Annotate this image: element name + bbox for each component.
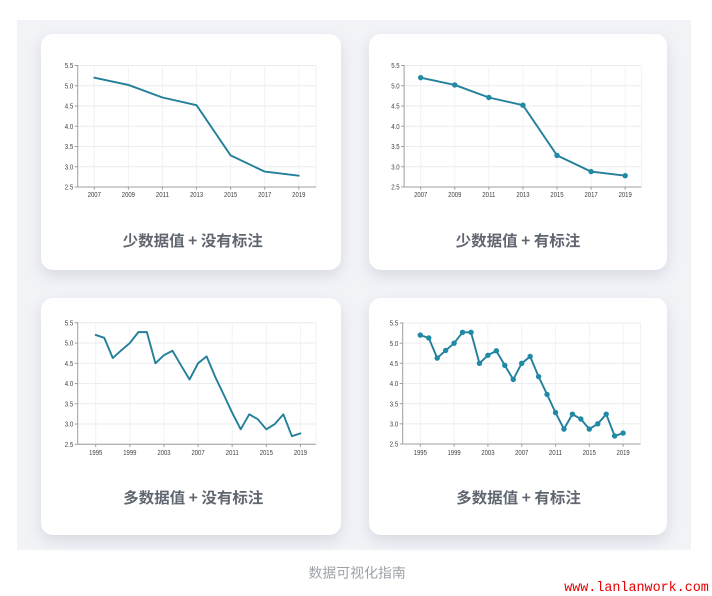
svg-text:4.5: 4.5 [65, 359, 73, 368]
svg-text:5.5: 5.5 [65, 61, 73, 70]
svg-text:3.5: 3.5 [65, 142, 73, 151]
svg-text:5.5: 5.5 [65, 318, 73, 327]
svg-text:5.5: 5.5 [391, 61, 399, 70]
svg-text:1995: 1995 [414, 448, 427, 457]
svg-text:2011: 2011 [482, 190, 495, 199]
svg-text:2015: 2015 [550, 190, 563, 199]
svg-text:5.0: 5.0 [65, 339, 73, 348]
svg-text:4.5: 4.5 [390, 359, 398, 368]
svg-text:3.5: 3.5 [390, 399, 398, 408]
svg-text:2.5: 2.5 [65, 183, 73, 192]
svg-text:5.5: 5.5 [390, 319, 398, 328]
svg-text:3.0: 3.0 [391, 162, 399, 171]
svg-text:2.5: 2.5 [390, 440, 398, 449]
svg-text:2.5: 2.5 [65, 440, 73, 449]
svg-text:5.0: 5.0 [65, 81, 73, 90]
svg-text:2015: 2015 [224, 190, 237, 199]
svg-text:4.0: 4.0 [65, 122, 73, 131]
svg-text:2003: 2003 [157, 448, 170, 457]
svg-text:2011: 2011 [156, 190, 169, 199]
svg-text:2007: 2007 [88, 190, 101, 199]
svg-text:2019: 2019 [294, 448, 307, 457]
svg-text:1995: 1995 [89, 448, 102, 457]
svg-text:2019: 2019 [619, 190, 632, 199]
svg-text:4.0: 4.0 [391, 122, 399, 131]
svg-text:2007: 2007 [515, 448, 528, 457]
svg-text:2003: 2003 [481, 448, 494, 457]
svg-text:3.0: 3.0 [65, 420, 73, 429]
svg-text:1999: 1999 [123, 448, 136, 457]
svg-text:2011: 2011 [549, 448, 562, 457]
svg-text:2017: 2017 [585, 190, 598, 199]
svg-text:4.5: 4.5 [65, 102, 73, 111]
svg-text:2013: 2013 [516, 190, 529, 199]
svg-text:2015: 2015 [260, 448, 273, 457]
svg-text:5.0: 5.0 [390, 339, 398, 348]
svg-text:2019: 2019 [292, 190, 305, 199]
svg-text:2015: 2015 [583, 448, 596, 457]
svg-text:2017: 2017 [258, 190, 271, 199]
svg-text:2011: 2011 [226, 448, 239, 457]
svg-text:2.5: 2.5 [391, 183, 399, 192]
svg-text:4.0: 4.0 [65, 379, 73, 388]
svg-text:4.0: 4.0 [390, 379, 398, 388]
svg-text:3.0: 3.0 [390, 419, 398, 428]
svg-text:2007: 2007 [414, 190, 427, 199]
svg-text:3.5: 3.5 [391, 142, 399, 151]
svg-text:2009: 2009 [448, 190, 461, 199]
svg-text:2007: 2007 [191, 448, 204, 457]
svg-text:3.5: 3.5 [65, 399, 73, 408]
svg-text:2019: 2019 [617, 448, 630, 457]
svg-text:3.0: 3.0 [65, 162, 73, 171]
svg-text:5.0: 5.0 [391, 81, 399, 90]
svg-text:4.5: 4.5 [391, 102, 399, 111]
svg-text:2013: 2013 [190, 190, 203, 199]
svg-text:1999: 1999 [448, 448, 461, 457]
svg-text:2009: 2009 [122, 190, 135, 199]
